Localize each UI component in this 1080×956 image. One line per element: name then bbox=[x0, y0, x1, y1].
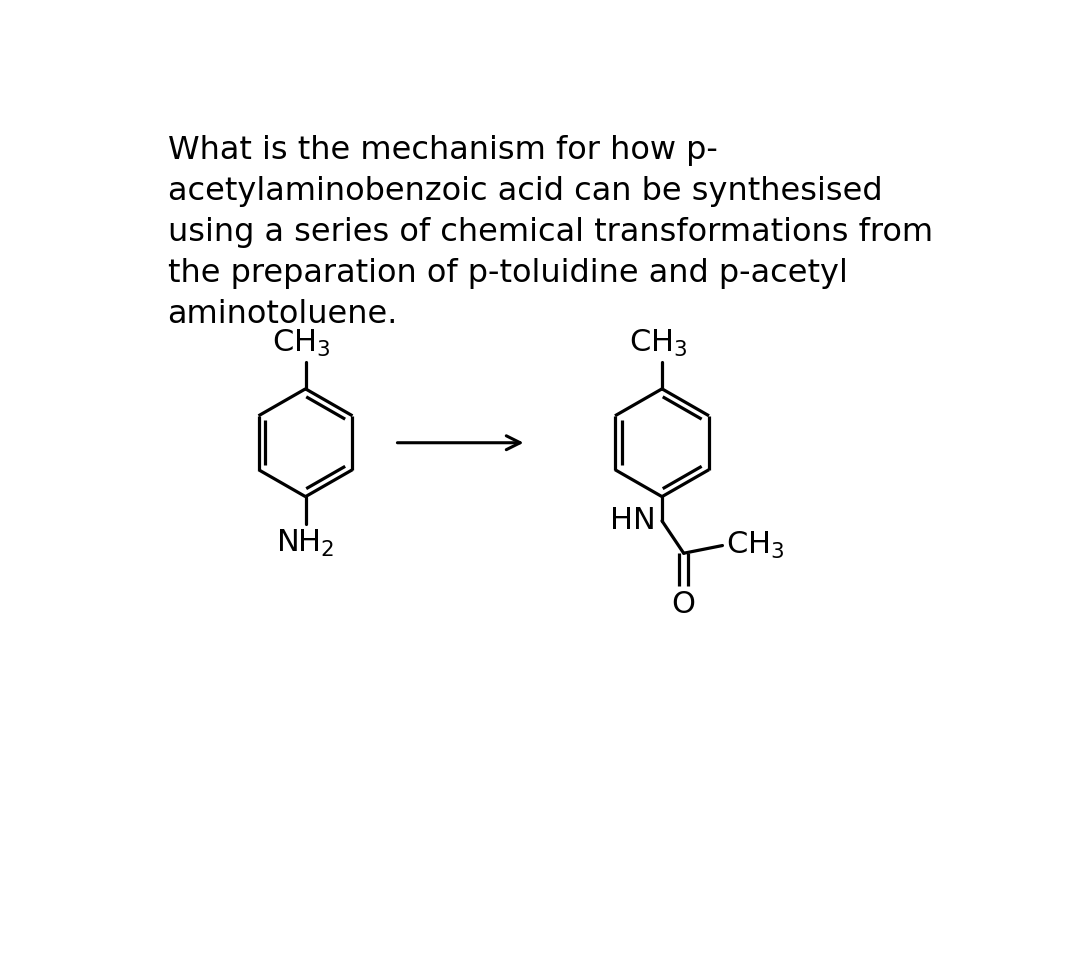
Text: NH$_2$: NH$_2$ bbox=[276, 528, 335, 558]
Text: CH$_3$: CH$_3$ bbox=[272, 328, 330, 358]
Text: CH$_3$: CH$_3$ bbox=[727, 530, 785, 561]
Text: O: O bbox=[672, 590, 696, 619]
Text: What is the mechanism for how p-
acetylaminobenzoic acid can be synthesised
usin: What is the mechanism for how p- acetyla… bbox=[167, 135, 933, 330]
Text: CH$_3$: CH$_3$ bbox=[629, 328, 687, 358]
Text: HN: HN bbox=[610, 507, 656, 535]
